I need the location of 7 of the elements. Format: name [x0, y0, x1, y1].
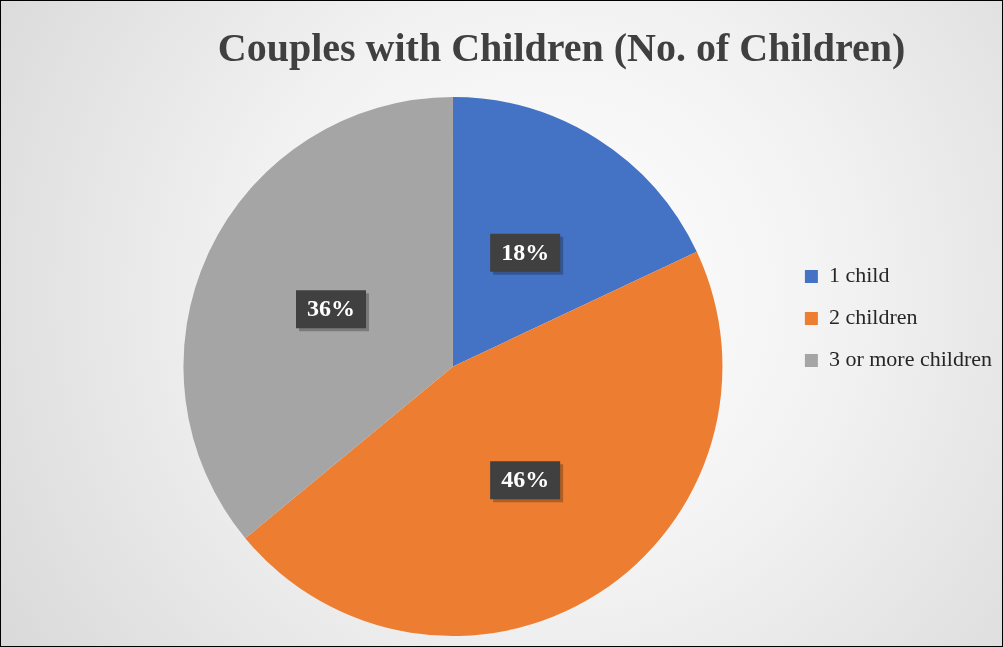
chart-title: Couples with Children (No. of Children): [217, 25, 906, 71]
legend-label: 2 children: [828, 304, 918, 330]
data-label: 46%: [501, 466, 550, 493]
legend-label: 1 child: [828, 262, 890, 288]
legend-label: 3 or more children: [828, 346, 992, 372]
data-label: 18%: [501, 238, 550, 265]
data-label: 36%: [307, 295, 356, 322]
